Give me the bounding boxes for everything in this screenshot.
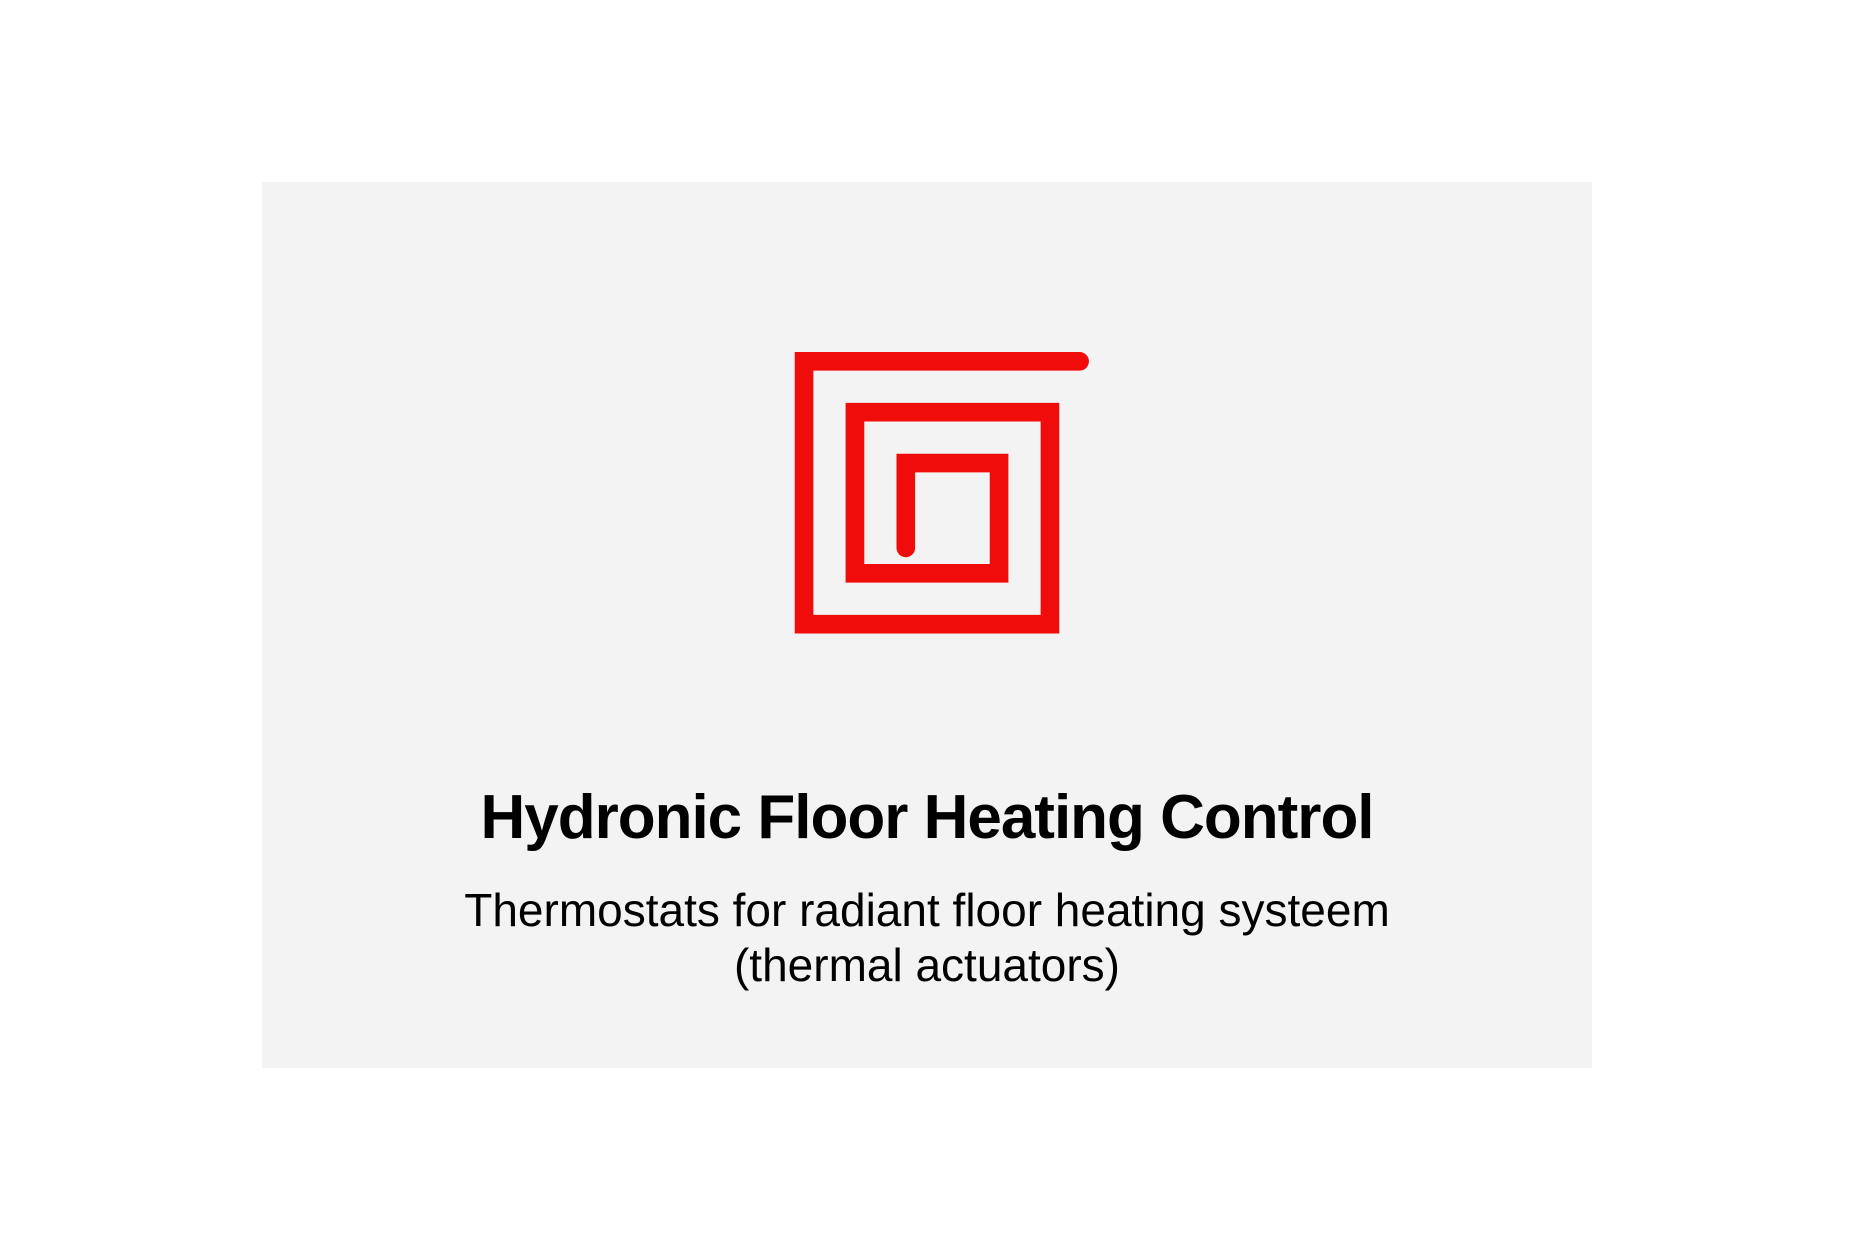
square-spiral-icon [732,292,1122,707]
info-card: Hydronic Floor Heating Control Thermosta… [262,182,1592,1068]
card-title: Hydronic Floor Heating Control [480,782,1373,853]
card-subtitle: Thermostats for radiant floor heating sy… [464,883,1390,993]
